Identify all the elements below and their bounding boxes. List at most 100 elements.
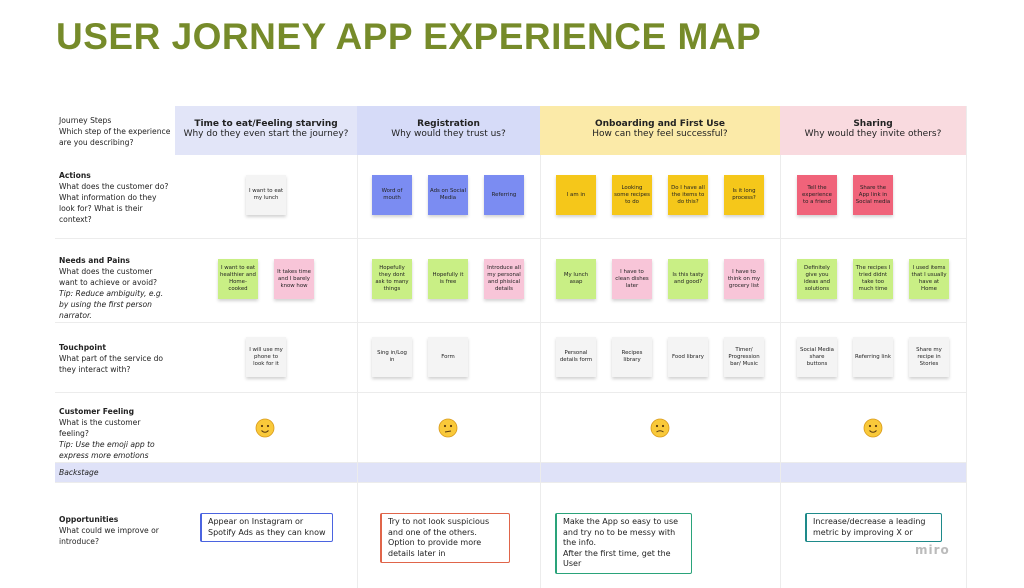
row-question: What does the customer do? What informat… [59, 182, 169, 224]
sticky-note: I have to think on my grocery list [724, 259, 764, 299]
row-question: What part of the service do they interac… [59, 354, 164, 374]
opportunity-card: Try to not look suspicious and one of th… [380, 513, 510, 563]
sticky-note: Personal details form [556, 337, 596, 377]
emoji-part [438, 418, 458, 438]
note-text: Definitely give you ideas and solutions [803, 265, 831, 292]
row-divider [55, 322, 966, 323]
emoji-part [449, 424, 453, 428]
note-text: Form [441, 353, 455, 360]
sticky-note: I am in [556, 175, 596, 215]
note-text: I want to eat my lunch [248, 188, 284, 201]
note-text: I want to eat healthier and Home-cooked [220, 265, 256, 292]
sticky-note: Introduce all my personal and phisical d… [484, 259, 524, 299]
sticky-note: Tell the experience to a friend [797, 175, 837, 215]
emoji-part [255, 418, 275, 438]
opportunity-card: Make the App so easy to use and try no t… [555, 513, 692, 574]
row-question: What does the customer want to achieve o… [59, 267, 158, 287]
emoji-part [869, 430, 877, 433]
opportunity-text: Try to not look suspicious and one of th… [388, 517, 490, 558]
note-text: Referring [491, 191, 517, 198]
row-title: Touchpoint [59, 343, 106, 352]
sticky-note: Hopefully they dont ask to many things [372, 259, 412, 299]
note-text: Recipes library [621, 350, 643, 363]
note-text: Timer/ Progression bar/ Music [728, 346, 760, 367]
note-text: Ads on Social Media [430, 188, 466, 201]
row-question: Which step of the experience are you des… [59, 127, 171, 147]
row-label: Journey Steps Which step of the experienc… [59, 115, 171, 148]
row-question: What is the customer feeling? [59, 418, 141, 438]
emoji-part [266, 424, 270, 428]
sticky-note: Is this tasty and good? [668, 259, 708, 299]
watermark: miro [915, 543, 950, 557]
note-text: Share the App link in Social media [855, 184, 891, 205]
lane-title: Time to eat/Feeling starving [194, 119, 338, 129]
emoji-part [874, 424, 878, 428]
lane-subtitle: Why do they even start the journey? [183, 129, 349, 139]
row-label: Opportunities What could we improve or in… [59, 514, 171, 547]
row-label: Needs and Pains What does the customer wa… [59, 255, 171, 321]
sticky-note: Social Media share buttons [797, 337, 837, 377]
column-divider [780, 106, 781, 588]
emoji-part [661, 424, 665, 428]
note-text: My lunch asap [563, 272, 589, 285]
row-title: Journey Steps [59, 116, 112, 125]
sticky-note: Looking some recipes to do [612, 175, 652, 215]
emoji-part [444, 430, 452, 433]
note-text: Sing in/Log in [377, 350, 407, 363]
sticky-note: Form [428, 337, 468, 377]
lane-subtitle: Why would they trust us? [391, 129, 506, 139]
note-text: Tell the experience to a friend [802, 184, 832, 205]
opportunity-card: Appear on Instagram or Spotify Ads as th… [200, 513, 333, 542]
row-title: Opportunities [59, 515, 119, 524]
note-text: Is it long process? [732, 188, 756, 201]
note-text: Personal details form [559, 350, 593, 363]
lane-header: Registration Why would they trust us? [357, 106, 540, 155]
emoji-part [443, 424, 447, 428]
note-text: I have to think on my grocery list [727, 268, 761, 289]
sticky-note: Definitely give you ideas and solutions [797, 259, 837, 299]
opportunity-card: Increase/decrease a leading metric by im… [805, 513, 942, 542]
emoji-part [261, 430, 269, 433]
note-text: Is this tasty and good? [672, 272, 704, 285]
column-divider [540, 106, 541, 588]
note-text: Hopefully it is free [432, 272, 464, 285]
sticky-note: Food library [668, 337, 708, 377]
opportunity-text: Increase/decrease a leading metric by im… [813, 517, 926, 537]
note-text: Word of mouth [381, 188, 403, 201]
note-text: Referring link [855, 353, 891, 360]
row-label: Touchpoint What part of the service do th… [59, 342, 171, 375]
lane-header: Onboarding and First Use How can they fee… [540, 106, 780, 155]
sticky-note: Referring link [853, 337, 893, 377]
lane-title: Sharing [853, 119, 893, 129]
row-title: Needs and Pains [59, 256, 130, 265]
sticky-note: I will use my phone to look for it [246, 337, 286, 377]
sticky-note: Is it long process? [724, 175, 764, 215]
emoji-part [655, 424, 659, 428]
column-divider [357, 106, 358, 588]
note-text: It takes time and I barely know how [277, 268, 311, 289]
sticky-note: My lunch asap [556, 259, 596, 299]
emoji-part [863, 418, 883, 438]
sticky-note: I want to eat my lunch [246, 175, 286, 215]
sticky-note: Word of mouth [372, 175, 412, 215]
row-title: Actions [59, 171, 91, 180]
backstage-band [55, 462, 966, 482]
lane-subtitle: How can they feel successful? [592, 129, 728, 139]
sticky-note: Sing in/Log in [372, 337, 412, 377]
row-divider [55, 392, 966, 393]
column-divider [966, 106, 967, 588]
sticky-note: Recipes library [612, 337, 652, 377]
note-text: Do I have all the items to do this? [671, 184, 705, 205]
lane-header: Sharing Why would they invite others? [780, 106, 966, 155]
note-text: The recipes I tried didnt take too much … [855, 265, 891, 292]
lane-title: Registration [417, 119, 480, 129]
lane-header: Time to eat/Feeling starving Why do they … [175, 106, 357, 155]
note-text: Hopefully they dont ask to many things [375, 265, 409, 292]
sticky-note: Share the App link in Social media [853, 175, 893, 215]
note-text: I have to clean dishes later [615, 268, 649, 289]
emoji-part [260, 424, 264, 428]
row-label: Customer Feeling What is the customer fee… [59, 406, 171, 461]
row-tip: Tip: Use the emoji app to express more e… [59, 440, 155, 460]
note-text: Food library [672, 353, 704, 360]
